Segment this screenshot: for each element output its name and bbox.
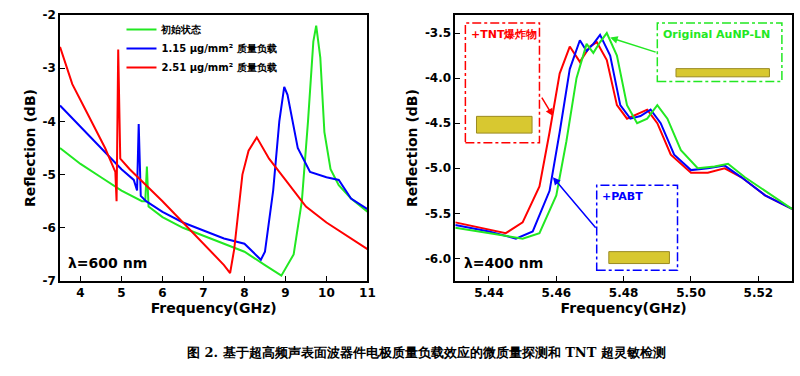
svg-text:Reflection (dB): Reflection (dB): [22, 89, 38, 207]
svg-text:1.15 μg/mm² 质量负载: 1.15 μg/mm² 质量负载: [161, 43, 276, 54]
svg-text:4: 4: [76, 286, 84, 300]
svg-text:5.44: 5.44: [474, 286, 504, 300]
svg-text:-7: -7: [43, 274, 56, 288]
svg-text:-3.5: -3.5: [425, 26, 451, 40]
svg-text:Original AuNP-LN: Original AuNP-LN: [663, 28, 770, 41]
svg-text:-6: -6: [43, 221, 56, 235]
svg-text:λ=400 nm: λ=400 nm: [464, 255, 543, 271]
svg-text:2.51 μg/mm² 质量负载: 2.51 μg/mm² 质量负载: [161, 62, 276, 73]
svg-text:6: 6: [158, 286, 166, 300]
svg-text:5: 5: [117, 286, 125, 300]
svg-text:10: 10: [318, 286, 335, 300]
svg-text:Reflection (dB): Reflection (dB): [404, 89, 420, 207]
svg-text:+PABT: +PABT: [602, 190, 643, 203]
svg-text:图 2. 基于超高频声表面波器件电极质量负载效应的微质量探测: 图 2. 基于超高频声表面波器件电极质量负载效应的微质量探测和 TNT 超灵敏检…: [187, 345, 666, 360]
svg-text:7: 7: [199, 286, 207, 300]
svg-text:+TNT爆炸物: +TNT爆炸物: [471, 28, 537, 41]
svg-text:-4: -4: [43, 115, 56, 129]
svg-text:初始状态: 初始状态: [160, 24, 202, 35]
svg-text:5.48: 5.48: [609, 286, 639, 300]
svg-text:-6.0: -6.0: [425, 252, 451, 266]
svg-text:-4.0: -4.0: [425, 71, 451, 85]
svg-text:-2: -2: [43, 8, 56, 22]
svg-text:λ=600 nm: λ=600 nm: [68, 255, 147, 271]
svg-text:-5.5: -5.5: [425, 207, 451, 221]
svg-text:9: 9: [281, 286, 289, 300]
svg-text:Frequency(GHz): Frequency(GHz): [151, 300, 277, 316]
svg-text:8: 8: [240, 286, 248, 300]
svg-text:-4.5: -4.5: [425, 116, 451, 130]
svg-text:-5: -5: [43, 168, 56, 182]
svg-text:5.46: 5.46: [541, 286, 571, 300]
svg-text:-5.0: -5.0: [425, 161, 451, 175]
svg-text:5.52: 5.52: [744, 286, 774, 300]
svg-text:5.50: 5.50: [676, 286, 706, 300]
svg-text:-3: -3: [43, 61, 56, 75]
svg-text:Frequency(GHz): Frequency(GHz): [561, 300, 687, 316]
svg-text:11: 11: [359, 286, 376, 300]
